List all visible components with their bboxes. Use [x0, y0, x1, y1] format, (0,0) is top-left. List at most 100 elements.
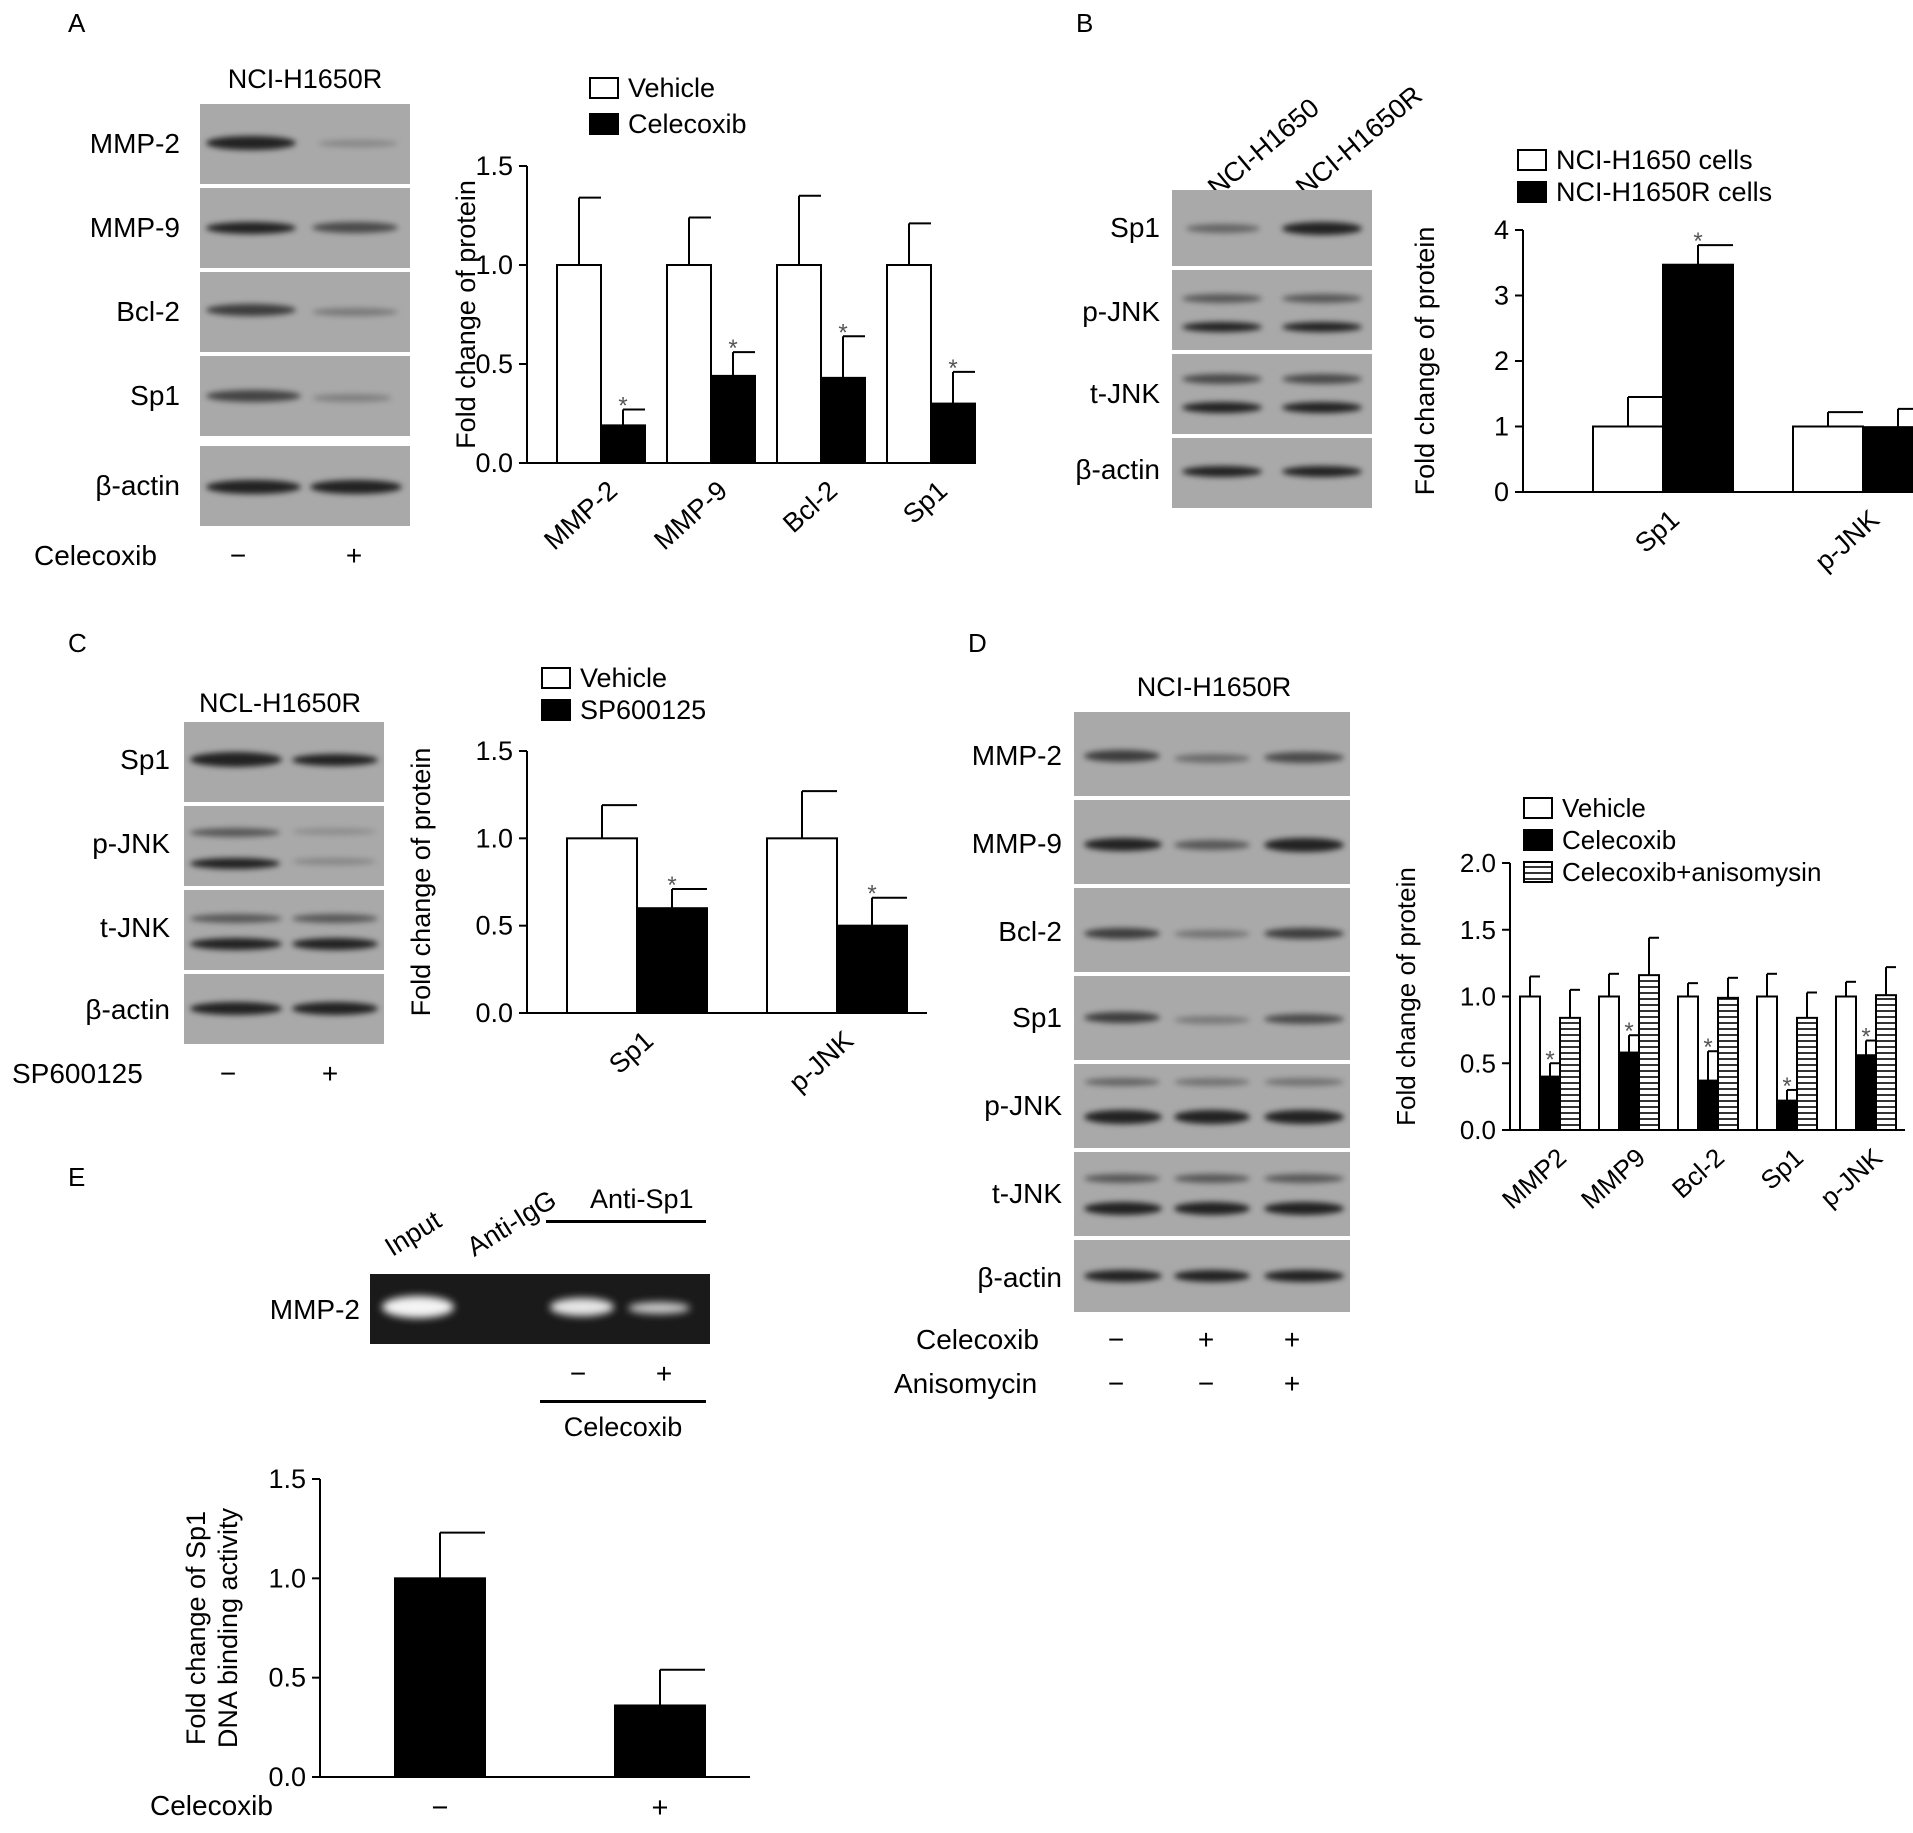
blot-row-label: β-actin — [977, 1262, 1062, 1293]
legend-entry: NCI-H1650R cells — [1556, 177, 1772, 207]
bar — [1756, 995, 1778, 1131]
legend-swatch — [541, 667, 571, 689]
blot-row-label: t-JNK — [1090, 378, 1160, 409]
treatment-sign: + — [1283, 1368, 1301, 1399]
blot-row-label: t-JNK — [100, 912, 170, 943]
blot-strip — [1074, 1064, 1350, 1148]
significance-star: * — [948, 355, 957, 382]
category-label: Sp1 — [1629, 504, 1685, 558]
blot-strip — [184, 722, 384, 802]
y-tick-label: 1.5 — [475, 736, 513, 766]
bar — [1539, 1075, 1561, 1131]
bar — [886, 264, 932, 464]
bar — [710, 374, 756, 465]
gel-sign: + — [655, 1358, 673, 1389]
significance-star: * — [1703, 1034, 1712, 1061]
blot-strip — [1172, 270, 1372, 350]
chart-c: 0.0 0.5 1.0 1.5 Fold change of protein * Sp1 * p… — [406, 663, 927, 1098]
blot-strip — [1074, 800, 1350, 884]
category-label: MMP-9 — [648, 475, 733, 556]
blot-row-label: Sp1 — [1012, 1002, 1062, 1033]
y-tick-label: 1.0 — [1460, 982, 1496, 1012]
bar — [1638, 974, 1660, 1132]
legend-swatch — [1523, 797, 1553, 819]
blot-row-label: MMP-2 — [971, 740, 1062, 771]
treatment-sign: + — [345, 540, 363, 571]
significance-star: * — [1624, 1018, 1633, 1045]
y-tick-label: 0.0 — [1460, 1115, 1496, 1145]
y-tick-label: 1.5 — [1460, 915, 1496, 945]
blot-strip — [1172, 354, 1372, 434]
treatment-label-d: Celecoxib — [916, 1324, 1039, 1355]
legend-swatch — [1517, 149, 1547, 171]
bar — [1519, 995, 1541, 1131]
bar — [394, 1577, 486, 1779]
blot-strip — [184, 974, 384, 1044]
legend-entry: Celecoxib — [1562, 825, 1676, 855]
blot-title-a: NCI-H1650R — [227, 64, 383, 94]
panel-label-d: D — [968, 628, 987, 658]
bar — [1592, 425, 1664, 493]
legend-entry: Celecoxib — [628, 109, 747, 139]
blot-title-d: NCI-H1650R — [1136, 672, 1292, 702]
blot-strip — [1172, 438, 1372, 508]
y-tick-label: 1.0 — [268, 1563, 306, 1593]
bar — [1697, 1079, 1719, 1131]
legend-entry: SP600125 — [580, 695, 706, 725]
chart-e: 0.0 0.5 1.0 1.5 Fold change of Sp1 DNA bindin… — [181, 1464, 750, 1824]
category-label: Bcl-2 — [1666, 1142, 1730, 1204]
y-tick-label: 1.0 — [475, 823, 513, 853]
significance-star: * — [838, 319, 847, 346]
significance-star: * — [1693, 228, 1702, 255]
y-tick-label: 0.5 — [475, 349, 513, 379]
panel-label-c: C — [68, 628, 87, 658]
bar — [1875, 994, 1897, 1131]
significance-star: * — [618, 393, 627, 420]
y-tick-label: 1.0 — [475, 250, 513, 280]
gel-group-label: Celecoxib — [563, 1412, 683, 1442]
panel-label-b: B — [1076, 8, 1094, 38]
y-tick-label: 0 — [1494, 477, 1509, 507]
gel-bracket-line — [540, 1400, 706, 1403]
blot-row-label: MMP-9 — [971, 828, 1062, 859]
panel-label-a: A — [68, 8, 86, 38]
blot-row-label: p-JNK — [984, 1090, 1062, 1121]
y-axis-label: Fold change of Sp1 — [181, 1511, 211, 1745]
bar — [1717, 996, 1739, 1132]
bar — [1862, 426, 1913, 493]
category-label: p-JNK — [783, 1025, 859, 1097]
treatment-sign: − — [1197, 1368, 1215, 1399]
bar — [1662, 263, 1734, 493]
blot-row-label: β-actin — [85, 994, 170, 1025]
blot-row-label: β-actin — [1075, 454, 1160, 485]
legend-entry: Vehicle — [628, 73, 715, 103]
blot-row-label: Sp1 — [1110, 212, 1160, 243]
y-tick-label: 2.0 — [1460, 848, 1496, 878]
y-axis-label: Fold change of protein — [451, 180, 481, 449]
legend-swatch — [1523, 829, 1553, 851]
bar — [776, 264, 822, 464]
bar — [614, 1704, 706, 1778]
significance-star: * — [867, 881, 876, 908]
significance-star: * — [1861, 1024, 1870, 1051]
blot-strip — [184, 806, 384, 886]
bar — [820, 376, 866, 464]
bar — [1677, 995, 1699, 1131]
y-axis-label: Fold change of protein — [1410, 227, 1440, 496]
category-label: Sp1 — [897, 475, 953, 529]
blot-row-label: Sp1 — [130, 380, 180, 411]
treatment-sign: + — [1283, 1324, 1301, 1355]
treatment-label-a: Celecoxib — [34, 540, 157, 571]
bar — [566, 837, 638, 1014]
y-axis-label: DNA binding activity — [213, 1507, 243, 1748]
legend-swatch — [589, 113, 619, 135]
category-label: p-JNK — [1814, 1142, 1888, 1213]
category-label: MMP2 — [1496, 1142, 1572, 1215]
bar — [1618, 1051, 1640, 1131]
category-label: p-JNK — [1809, 504, 1885, 576]
bar — [1559, 1016, 1581, 1131]
y-tick-label: 1.5 — [268, 1464, 306, 1494]
